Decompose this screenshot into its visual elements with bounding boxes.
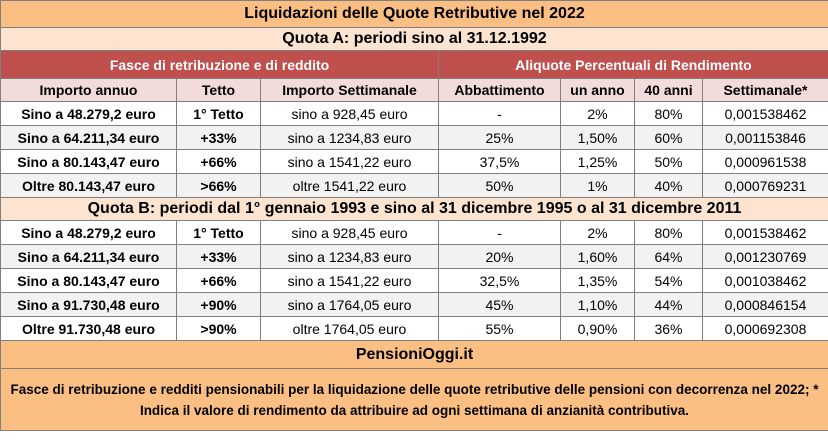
cell-importo-settimanale: sino a 928,45 euro <box>260 101 439 126</box>
cell-40-anni: 36% <box>634 316 703 341</box>
cell-rend-settimanale: 0,000961538 <box>702 149 828 174</box>
cell-importo-settimanale: sino a 928,45 euro <box>260 220 439 245</box>
group-header-left: Fasce di retribuzione e di reddito <box>0 50 439 79</box>
group-header-row: Fasce di retribuzione e di reddito Aliqu… <box>0 50 828 79</box>
header-abbattimento: Abbattimento <box>438 78 561 102</box>
table-row: Sino a 64.211,34 euro +33% sino a 1234,83 … <box>0 244 828 269</box>
cell-tetto: +90% <box>176 292 261 317</box>
cell-importo-settimanale: sino a 1541,22 euro <box>260 268 439 293</box>
cell-rend-settimanale: 0,001153846 <box>702 125 828 150</box>
cell-un-anno: 1,10% <box>560 292 635 317</box>
table-row: Oltre 91.730,48 euro >90% oltre 1764,05 eu… <box>0 316 828 341</box>
cell-abbattimento: - <box>438 101 561 126</box>
cell-un-anno: 2% <box>560 220 635 245</box>
cell-un-anno: 1% <box>560 173 635 198</box>
table-row: Sino a 91.730,48 euro +90% sino a 1764,05 … <box>0 292 828 317</box>
cell-un-anno: 1,35% <box>560 268 635 293</box>
cell-tetto: 1° Tetto <box>176 220 261 245</box>
cell-rend-settimanale: 0,001538462 <box>702 220 828 245</box>
cell-40-anni: 64% <box>634 244 703 269</box>
cell-tetto: >66% <box>176 173 261 198</box>
column-header-row: Importo annuo Tetto Importo Settimanale … <box>0 78 828 102</box>
quota-a-heading-row: Quota A: periodi sino al 31.12.1992 <box>0 27 828 51</box>
cell-importo: Sino a 80.143,47 euro <box>0 268 177 293</box>
cell-importo-settimanale: oltre 1541,22 euro <box>260 173 439 198</box>
cell-tetto: +33% <box>176 125 261 150</box>
pension-rates-table: Liquidazioni delle Quote Retributive nel… <box>0 0 828 431</box>
cell-importo-settimanale: sino a 1234,83 euro <box>260 125 439 150</box>
cell-40-anni: 40% <box>634 173 703 198</box>
table-row: Sino a 64.211,34 euro +33% sino a 1234,83 … <box>0 125 828 150</box>
cell-importo-settimanale: sino a 1541,22 euro <box>260 149 439 174</box>
cell-importo: Sino a 91.730,48 euro <box>0 292 177 317</box>
group-header-right: Aliquote Percentuali di Rendimento <box>438 50 828 79</box>
header-40-anni: 40 anni <box>634 78 703 102</box>
footnote: Fasce di retribuzione e redditi pensiona… <box>0 368 828 431</box>
brand-row: PensioniOggi.it <box>0 340 828 369</box>
cell-un-anno: 1,50% <box>560 125 635 150</box>
header-settimanale: Importo Settimanale <box>260 78 439 102</box>
cell-abbattimento: 55% <box>438 316 561 341</box>
cell-importo: Sino a 48.279,2 euro <box>0 101 177 126</box>
cell-importo-settimanale: sino a 1234,83 euro <box>260 244 439 269</box>
cell-rend-settimanale: 0,000769231 <box>702 173 828 198</box>
cell-rend-settimanale: 0,001230769 <box>702 244 828 269</box>
quota-b-heading-row: Quota B: periodi dal 1° gennaio 1993 e s… <box>0 197 828 221</box>
table-row: Sino a 48.279,2 euro 1° Tetto sino a 928,4… <box>0 101 828 126</box>
cell-rend-settimanale: 0,000846154 <box>702 292 828 317</box>
table-row: Oltre 80.143,47 euro >66% oltre 1541,22 eu… <box>0 173 828 198</box>
header-rend-settimanale: Settimanale* <box>702 78 828 102</box>
cell-tetto: +33% <box>176 244 261 269</box>
cell-40-anni: 80% <box>634 101 703 126</box>
cell-importo: Sino a 48.279,2 euro <box>0 220 177 245</box>
cell-40-anni: 50% <box>634 149 703 174</box>
cell-40-anni: 44% <box>634 292 703 317</box>
table-row: Sino a 48.279,2 euro 1° Tetto sino a 928,4… <box>0 220 828 245</box>
cell-abbattimento: 32,5% <box>438 268 561 293</box>
cell-tetto: +66% <box>176 149 261 174</box>
quota-b-heading: Quota B: periodi dal 1° gennaio 1993 e s… <box>0 197 828 221</box>
cell-importo: Oltre 91.730,48 euro <box>0 316 177 341</box>
table-row: Sino a 80.143,47 euro +66% sino a 1541,22 … <box>0 149 828 174</box>
title-row: Liquidazioni delle Quote Retributive nel… <box>0 0 828 28</box>
cell-tetto: >90% <box>176 316 261 341</box>
brand-label: PensioniOggi.it <box>0 340 828 369</box>
cell-abbattimento: 50% <box>438 173 561 198</box>
cell-importo: Sino a 64.211,34 euro <box>0 125 177 150</box>
header-importo: Importo annuo <box>0 78 177 102</box>
cell-abbattimento: 45% <box>438 292 561 317</box>
cell-40-anni: 60% <box>634 125 703 150</box>
cell-abbattimento: 20% <box>438 244 561 269</box>
cell-abbattimento: 37,5% <box>438 149 561 174</box>
cell-un-anno: 2% <box>560 101 635 126</box>
cell-importo-settimanale: oltre 1764,05 euro <box>260 316 439 341</box>
table-title: Liquidazioni delle Quote Retributive nel… <box>0 0 828 28</box>
cell-un-anno: 0,90% <box>560 316 635 341</box>
cell-rend-settimanale: 0,001038462 <box>702 268 828 293</box>
cell-abbattimento: 25% <box>438 125 561 150</box>
cell-importo: Oltre 80.143,47 euro <box>0 173 177 198</box>
cell-importo-settimanale: sino a 1764,05 euro <box>260 292 439 317</box>
note-row: Fasce di retribuzione e redditi pensiona… <box>0 368 828 431</box>
cell-40-anni: 80% <box>634 220 703 245</box>
cell-un-anno: 1,25% <box>560 149 635 174</box>
cell-40-anni: 54% <box>634 268 703 293</box>
cell-tetto: +66% <box>176 268 261 293</box>
cell-importo: Sino a 64.211,34 euro <box>0 244 177 269</box>
table-row: Sino a 80.143,47 euro +66% sino a 1541,22 … <box>0 268 828 293</box>
cell-rend-settimanale: 0,000692308 <box>702 316 828 341</box>
cell-abbattimento: - <box>438 220 561 245</box>
cell-un-anno: 1,60% <box>560 244 635 269</box>
quota-a-heading: Quota A: periodi sino al 31.12.1992 <box>0 27 828 51</box>
header-un-anno: un anno <box>560 78 635 102</box>
cell-tetto: 1° Tetto <box>176 101 261 126</box>
cell-importo: Sino a 80.143,47 euro <box>0 149 177 174</box>
cell-rend-settimanale: 0,001538462 <box>702 101 828 126</box>
header-tetto: Tetto <box>176 78 261 102</box>
